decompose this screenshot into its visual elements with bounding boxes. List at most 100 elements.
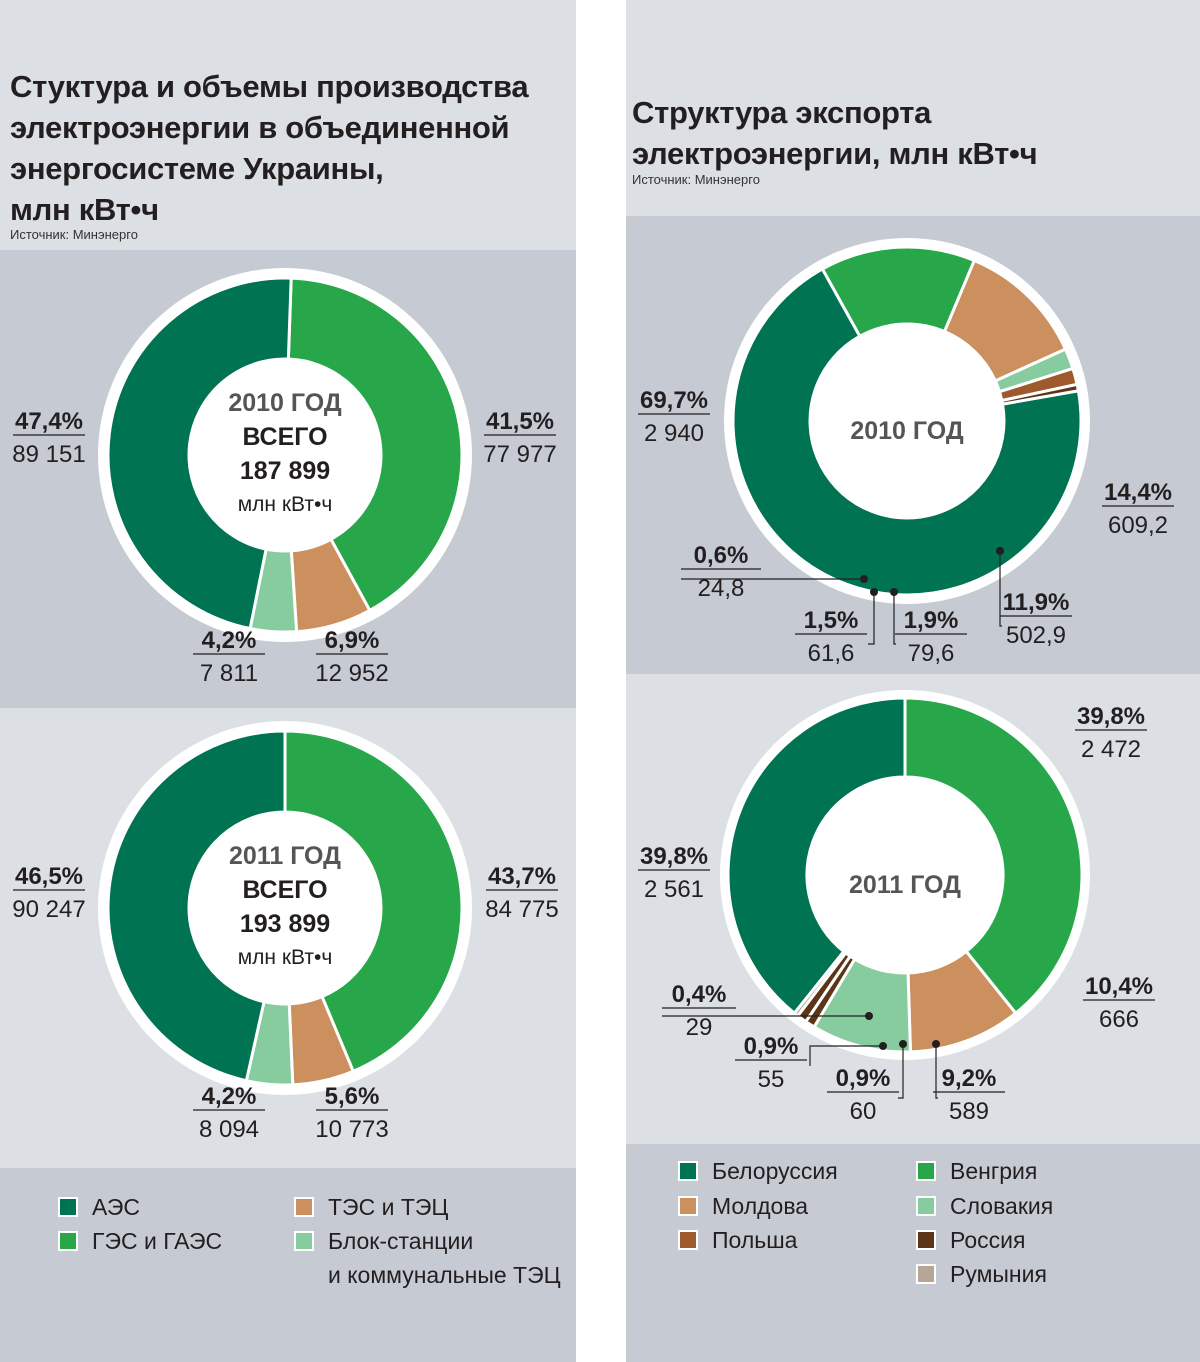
value-label: 60 [850,1098,877,1125]
label-moldova: 11,9% 502,9 [996,547,1072,649]
legend-swatch-thermal [294,1197,314,1217]
value-label: 502,9 [1006,622,1066,649]
label-russia: 0,9% 55 [735,1033,887,1093]
production-2011-chart: 2011 ГОД ВСЕГО 193 899 млн кВт•ч 43,7% 84 775… [12,721,559,1143]
legend-item-poland: Польша [678,1223,797,1257]
leader-line [809,1045,883,1066]
value-label: 90 247 [12,896,85,923]
center-total-label: ВСЕГО [242,423,327,451]
value-label: 12 952 [315,660,388,687]
pct-label: 4,2% [202,1083,257,1110]
leader-line [893,592,896,645]
right-source: Источник: Минэнерго [632,172,760,187]
left-panel: Стуктура и объемы производства электроэн… [0,0,576,1362]
center-year: 2010 ГОД [228,389,342,417]
label-thermal: 6,9% 12 952 [315,627,388,687]
legend-swatch-belarus [678,1161,698,1181]
left-title-line-3: энергосистеме Украины, [10,151,384,186]
value-label: 2 561 [644,876,704,903]
right-title: Структура экспорта электроэнергии, млн к… [632,92,1192,174]
legend-swatch-hydro [58,1231,78,1251]
export-2010-chart: 2010 ГОД 69,7% 2 940 14,4% 609,2 11,9% 502,9 1,… [638,238,1174,667]
slice-nuclear [106,276,293,631]
legend-label-russia: Россия [950,1227,1026,1253]
legend-item-moldova: Молдова [678,1189,808,1223]
pct-label: 47,4% [15,408,83,435]
value-label: 2 472 [1081,736,1141,763]
pct-label: 10,4% [1085,973,1153,1000]
pct-label: 39,8% [1077,703,1145,730]
value-label: 666 [1099,1006,1139,1033]
leader-line [935,1044,938,1099]
left-title-line-2: электроэнергии в объединенной [10,110,510,145]
leader-dot [860,575,868,583]
label-slovakia: 9,2% 589 [932,1040,1005,1125]
legend-swatch-slovakia [916,1196,936,1216]
legend-label-moldova: Молдова [712,1193,809,1219]
legend-swatch-hungary [916,1161,936,1181]
legend-item-thermal: ТЭС и ТЭЦ [294,1190,448,1224]
left-title: Стуктура и объемы производства электроэн… [10,66,576,230]
center-total: 187 899 [240,457,330,485]
legend-label-block-line-2: и коммунальные ТЭЦ [328,1262,561,1288]
legend-item-block: Блок-станции и коммунальные ТЭЦ [294,1224,561,1292]
pct-label: 9,2% [942,1065,997,1092]
value-label: 10 773 [315,1116,388,1143]
value-label: 7 811 [200,660,258,687]
legend-label-romania: Румыния [950,1261,1047,1287]
label-hungary: 39,8% 2 472 [1075,703,1147,763]
leader-line [999,551,1002,627]
pct-label: 41,5% [486,408,554,435]
leader-line [868,592,875,645]
legend-label-nuclear: АЭС [92,1194,140,1220]
label-belarus: 39,8% 2 561 [638,843,710,903]
pct-label: 1,5% [804,607,859,634]
production-2010-chart: 2010 ГОД ВСЕГО 187 899 млн кВт•ч 41,5% 77 977… [12,268,557,687]
legend-swatch-moldova [678,1196,698,1216]
pct-label: 69,7% [640,387,708,414]
value-label: 24,8 [698,575,745,602]
pct-label: 4,2% [202,627,257,654]
legend-label-poland: Польша [712,1227,798,1253]
label-poland: 0,9% 60 [827,1040,907,1125]
legend-label-block: Блок-станции и коммунальные ТЭЦ [328,1224,561,1292]
center-total-label: ВСЕГО [242,876,327,904]
right-panel: Структура экспорта электроэнергии, млн к… [626,0,1200,1362]
label-nuclear: 47,4% 89 151 [12,408,85,468]
value-label: 79,6 [908,640,955,667]
legend-label-hydro: ГЭС и ГАЭС [92,1228,223,1254]
legend-label-hungary: Венгрия [950,1158,1038,1184]
legend-item-hungary: Венгрия [916,1154,1037,1188]
label-hydro: 41,5% 77 977 [483,408,556,468]
legend-label-thermal: ТЭС и ТЭЦ [328,1194,449,1220]
leader-dot [899,1040,907,1048]
pct-label: 46,5% [15,863,83,890]
value-label: 589 [949,1098,989,1125]
left-legend-band [0,1168,576,1362]
pct-label: 43,7% [488,863,556,890]
value-label: 2 940 [644,420,704,447]
legend-swatch-russia [916,1230,936,1250]
legend-item-romania: Румыния [916,1257,1047,1291]
right-title-line-1: Структура экспорта [632,95,932,130]
legend-label-belarus: Белоруссия [712,1158,838,1184]
donut-hole [189,812,381,1004]
label-moldova: 10,4% 666 [1083,973,1155,1033]
leader-dot [932,1040,940,1048]
legend-swatch-romania [916,1264,936,1284]
pct-label: 6,9% [325,627,380,654]
legend-item-nuclear: АЭС [58,1190,140,1224]
right-title-line-2: электроэнергии, млн кВт•ч [632,136,1038,171]
label-slovakia: 1,9% 79,6 [890,588,967,667]
pct-label: 0,9% [836,1065,891,1092]
donut-hole [807,777,1003,973]
pct-label: 5,6% [325,1083,380,1110]
leader-dot [996,547,1004,555]
value-label: 61,6 [808,640,855,667]
left-source: Источник: Минэнерго [10,227,138,242]
pct-label: 0,6% [694,542,749,569]
leader-dot [879,1042,887,1050]
label-romania: 0,4% 29 [662,981,873,1041]
label-block: 4,2% 7 811 [193,627,265,687]
